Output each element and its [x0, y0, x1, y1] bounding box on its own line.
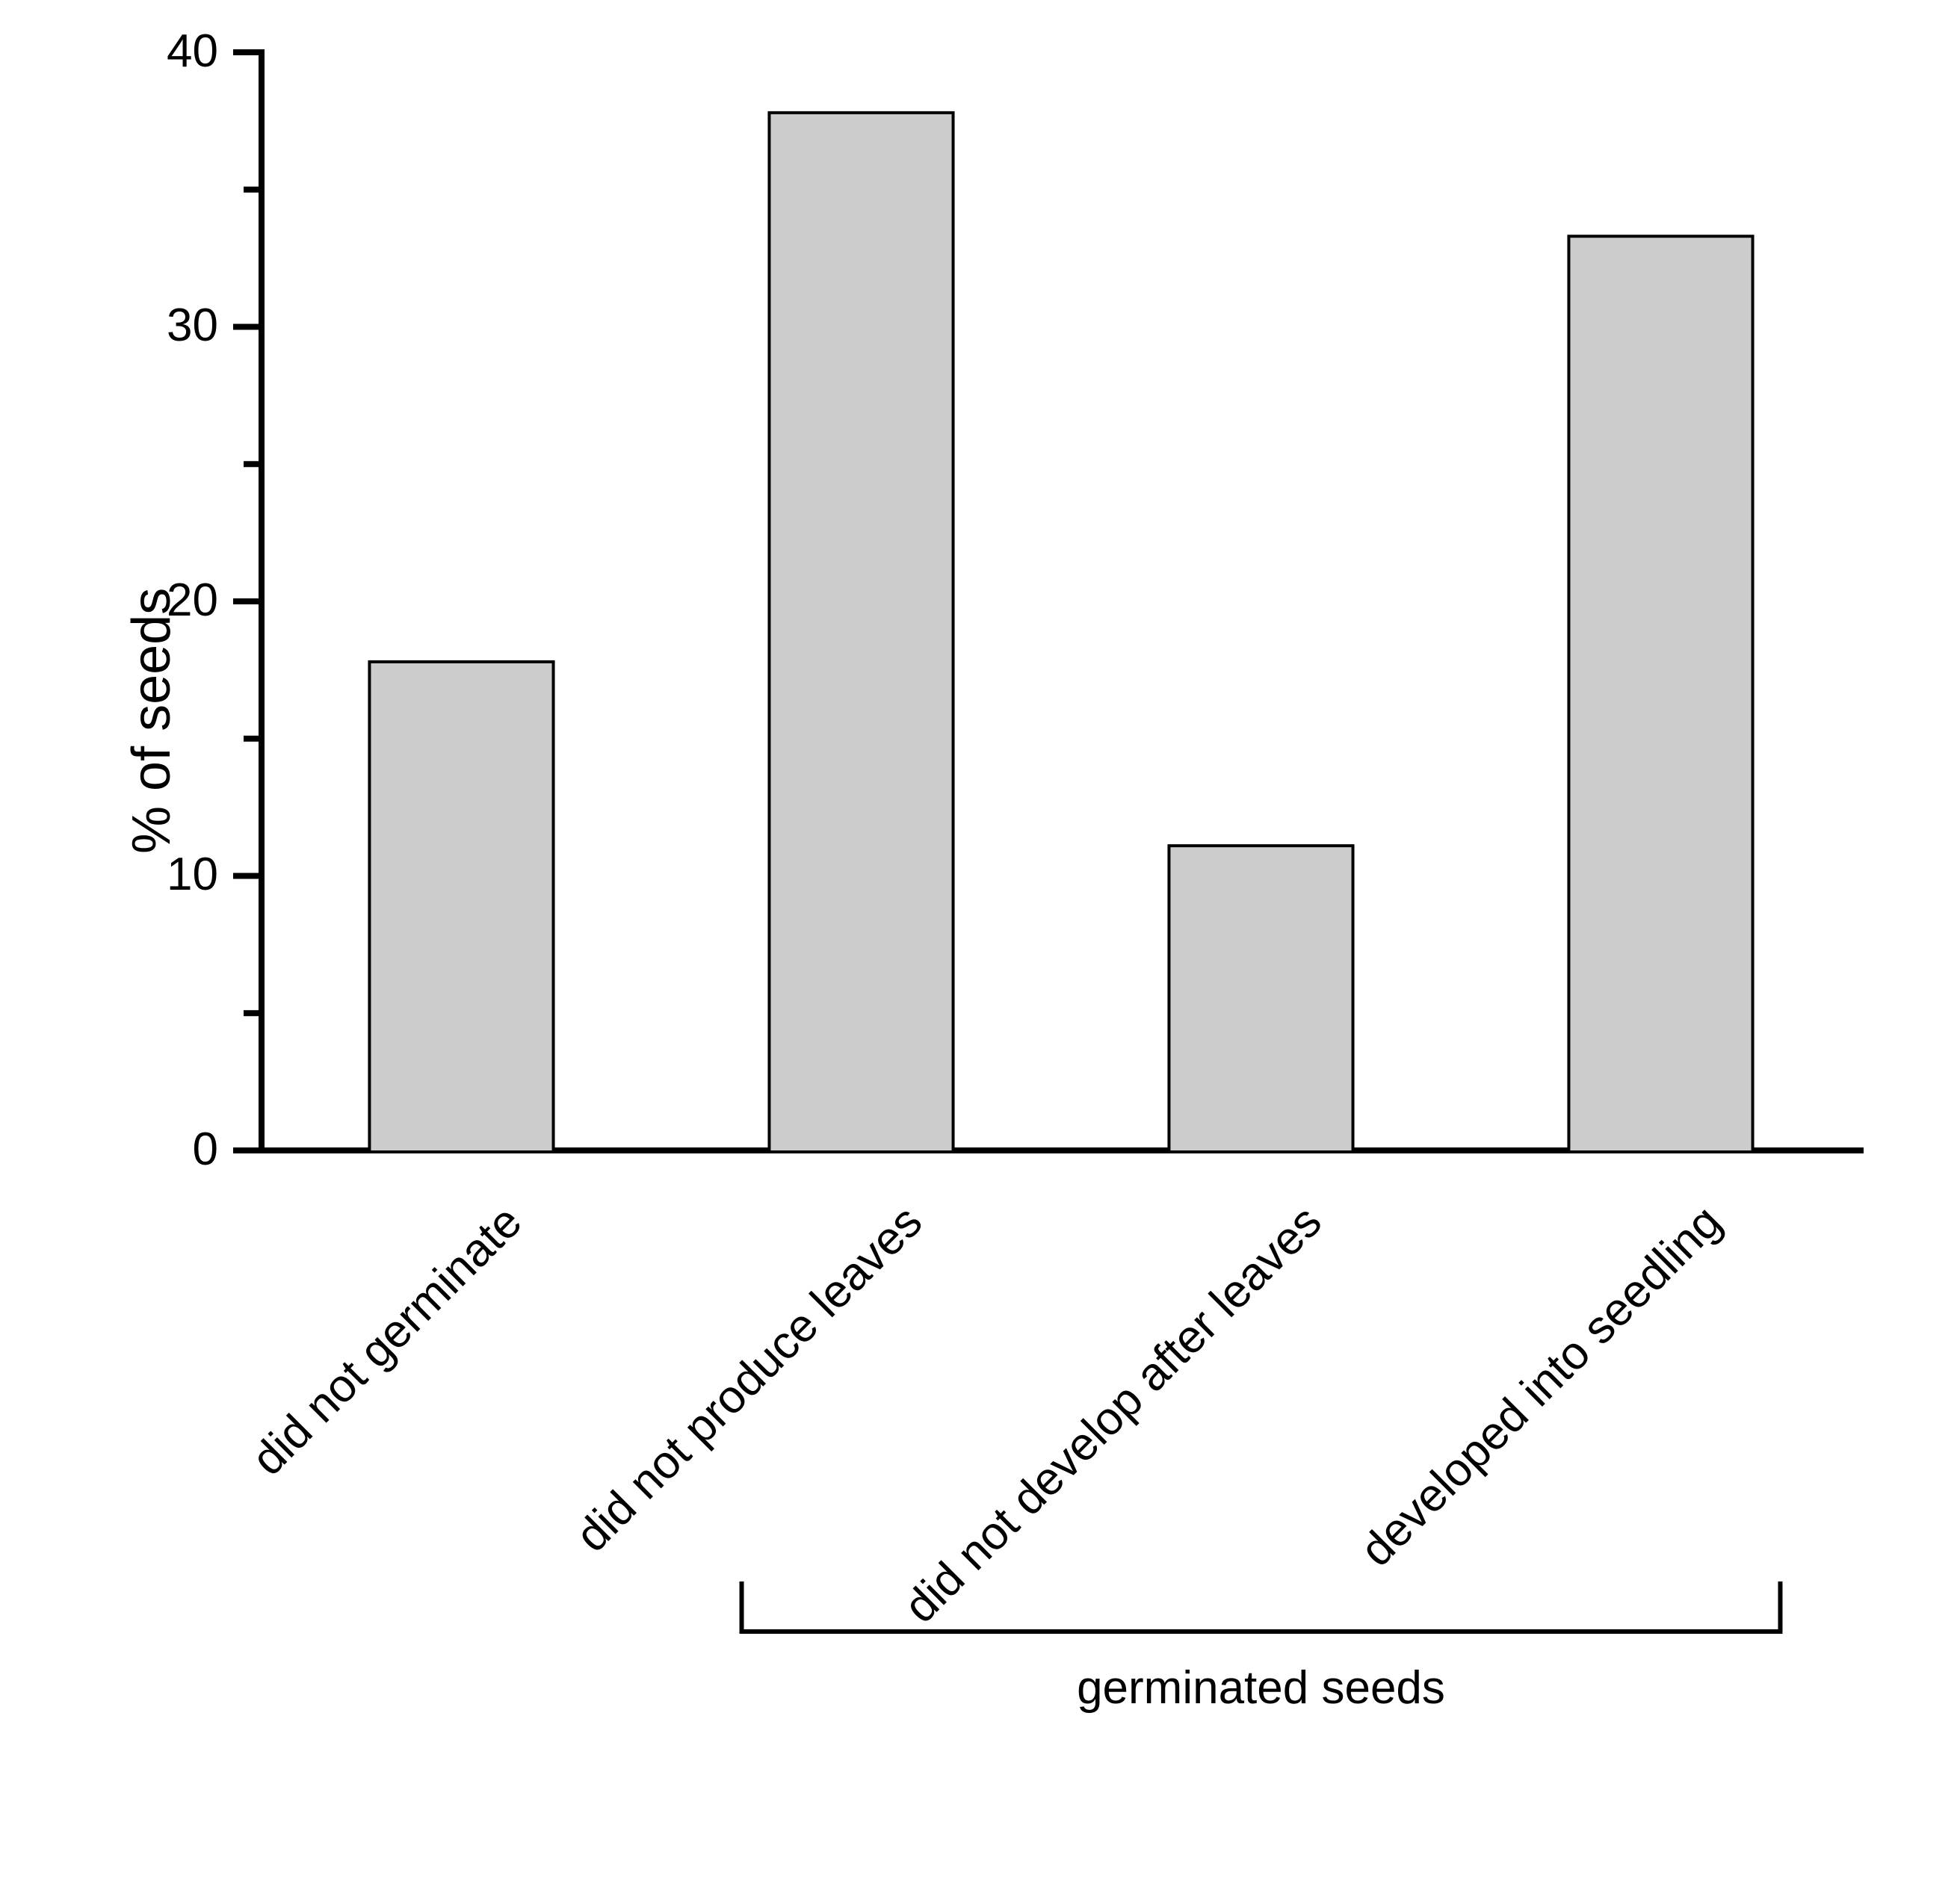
group-label-germinated-seeds: germinated seeds [962, 1661, 1560, 1714]
y-tick-label: 10 [167, 848, 218, 901]
chart-svg [0, 0, 1960, 1893]
y-tick-label: 30 [167, 299, 218, 352]
y-tick-label: 0 [193, 1123, 218, 1176]
seed-outcome-bar-chart: % of seeds germinated seeds 010203040did… [0, 0, 1960, 1893]
y-tick-label: 40 [167, 25, 218, 78]
y-tick-label: 20 [167, 574, 218, 627]
y-axis-label: % of seeds [121, 588, 182, 854]
